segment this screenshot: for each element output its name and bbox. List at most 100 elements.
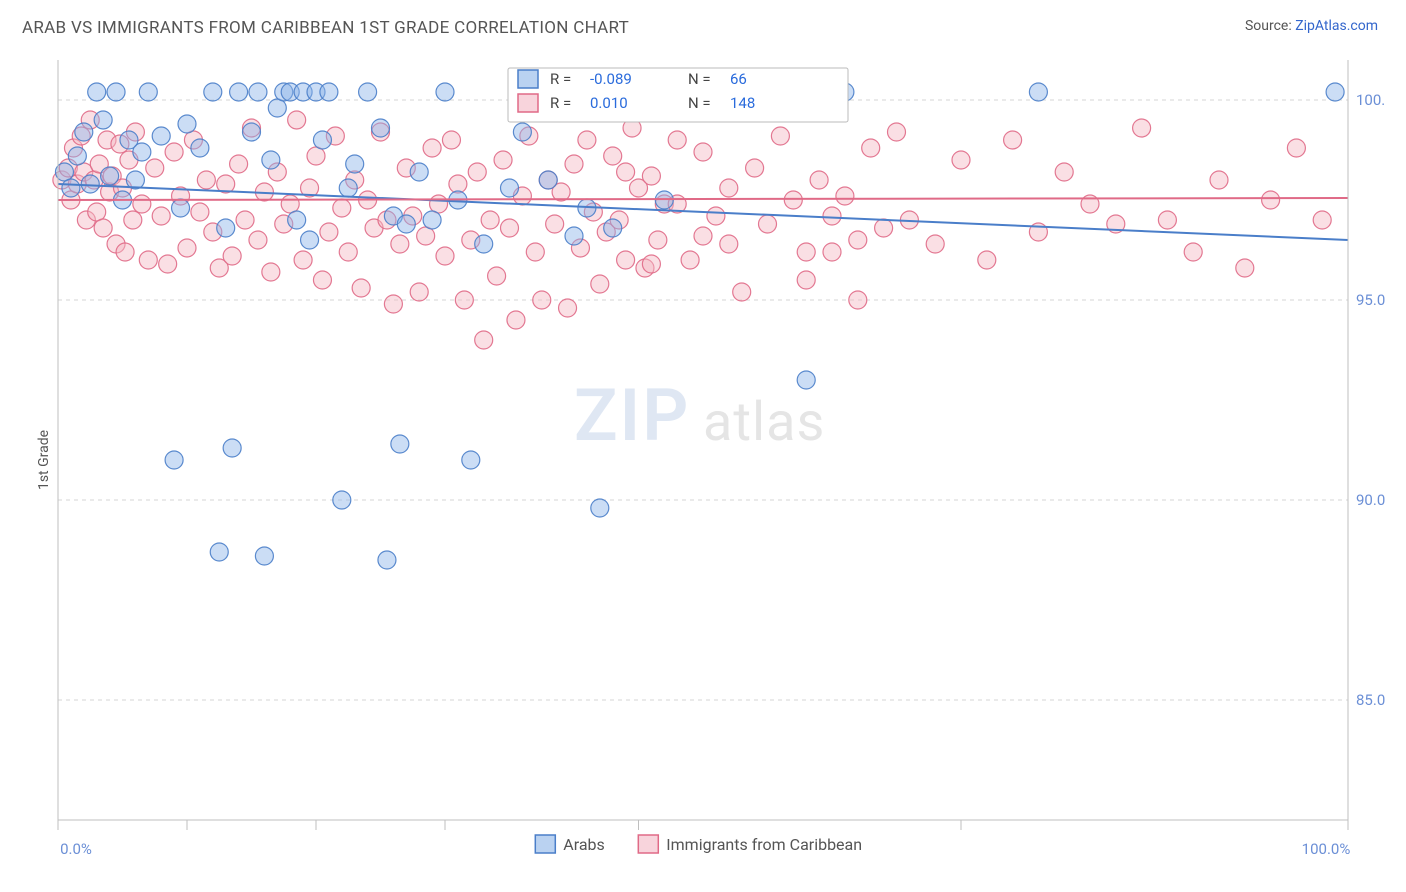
data-point bbox=[107, 83, 125, 101]
data-point bbox=[230, 83, 248, 101]
data-point bbox=[378, 551, 396, 569]
legend-r-value: 0.010 bbox=[590, 94, 628, 112]
data-point bbox=[191, 203, 209, 221]
data-point bbox=[294, 251, 312, 269]
data-point bbox=[165, 143, 183, 161]
data-point bbox=[642, 167, 660, 185]
data-point bbox=[320, 83, 338, 101]
legend-n-label: N = bbox=[688, 70, 711, 88]
legend-swatch bbox=[518, 70, 538, 88]
data-point bbox=[539, 171, 557, 189]
data-point bbox=[449, 175, 467, 193]
data-point bbox=[501, 179, 519, 197]
data-point bbox=[262, 151, 280, 169]
chart-header: ARAB VS IMMIGRANTS FROM CARIBBEAN 1ST GR… bbox=[0, 0, 1406, 38]
data-point bbox=[313, 271, 331, 289]
data-point bbox=[533, 291, 551, 309]
legend-swatch bbox=[535, 835, 555, 853]
legend-n-value: 66 bbox=[730, 70, 747, 88]
data-point bbox=[101, 167, 119, 185]
legend-r-label: R = bbox=[550, 94, 571, 112]
data-point bbox=[339, 179, 357, 197]
source-prefix: Source: bbox=[1245, 18, 1295, 34]
data-point bbox=[88, 203, 106, 221]
data-point bbox=[152, 127, 170, 145]
data-point bbox=[146, 159, 164, 177]
data-point bbox=[1029, 83, 1047, 101]
data-point bbox=[507, 311, 525, 329]
data-point bbox=[410, 163, 428, 181]
source-attribution: Source: ZipAtlas.com bbox=[1245, 18, 1378, 34]
data-point bbox=[204, 83, 222, 101]
data-point bbox=[333, 491, 351, 509]
data-point bbox=[978, 251, 996, 269]
data-point bbox=[617, 251, 635, 269]
data-point bbox=[462, 451, 480, 469]
data-point bbox=[746, 159, 764, 177]
data-point bbox=[591, 499, 609, 517]
data-point bbox=[307, 147, 325, 165]
data-point bbox=[797, 271, 815, 289]
y-tick-label: 95.0% bbox=[1356, 291, 1386, 309]
legend-series-label: Immigrants from Caribbean bbox=[666, 835, 862, 854]
data-point bbox=[94, 219, 112, 237]
data-point bbox=[668, 131, 686, 149]
data-point bbox=[178, 115, 196, 133]
data-point bbox=[191, 139, 209, 157]
data-point bbox=[481, 211, 499, 229]
data-point bbox=[359, 83, 377, 101]
data-point bbox=[475, 235, 493, 253]
chart-container: 1st Grade 85.0%90.0%95.0%100.0%ZIPatlas0… bbox=[20, 50, 1386, 870]
source-link[interactable]: ZipAtlas.com bbox=[1295, 18, 1378, 34]
data-point bbox=[288, 111, 306, 129]
data-point bbox=[81, 175, 99, 193]
data-point bbox=[410, 283, 428, 301]
data-point bbox=[94, 111, 112, 129]
data-point bbox=[771, 127, 789, 145]
data-point bbox=[888, 123, 906, 141]
data-point bbox=[268, 99, 286, 117]
legend-n-value: 148 bbox=[730, 94, 755, 112]
data-point bbox=[124, 211, 142, 229]
data-point bbox=[249, 231, 267, 249]
data-point bbox=[442, 131, 460, 149]
data-point bbox=[133, 143, 151, 161]
data-point bbox=[423, 211, 441, 229]
legend-r-value: -0.089 bbox=[590, 70, 632, 88]
data-point bbox=[333, 199, 351, 217]
trend-line-immigrants-from-caribbean bbox=[58, 198, 1348, 200]
data-point bbox=[165, 451, 183, 469]
data-point bbox=[210, 543, 228, 561]
data-point bbox=[810, 171, 828, 189]
data-point bbox=[849, 291, 867, 309]
data-point bbox=[952, 151, 970, 169]
data-point bbox=[604, 147, 622, 165]
data-point bbox=[468, 163, 486, 181]
legend-swatch bbox=[638, 835, 658, 853]
data-point bbox=[281, 195, 299, 213]
data-point bbox=[559, 299, 577, 317]
data-point bbox=[578, 131, 596, 149]
data-point bbox=[178, 239, 196, 257]
series-legend: ArabsImmigrants from Caribbean bbox=[535, 835, 862, 854]
data-point bbox=[320, 223, 338, 241]
data-point bbox=[436, 83, 454, 101]
data-point bbox=[152, 207, 170, 225]
correlation-legend: R =-0.089N =66R =0.010N =148 bbox=[508, 68, 848, 122]
y-tick-label: 90.0% bbox=[1356, 491, 1386, 509]
data-point bbox=[1055, 163, 1073, 181]
data-point bbox=[1236, 259, 1254, 277]
data-point bbox=[417, 227, 435, 245]
data-point bbox=[75, 123, 93, 141]
data-point bbox=[823, 243, 841, 261]
data-point bbox=[197, 171, 215, 189]
chart-title: ARAB VS IMMIGRANTS FROM CARIBBEAN 1ST GR… bbox=[22, 18, 629, 38]
data-point bbox=[1287, 139, 1305, 157]
data-point bbox=[797, 243, 815, 261]
data-point bbox=[172, 199, 190, 217]
legend-swatch bbox=[518, 94, 538, 112]
data-point bbox=[346, 155, 364, 173]
data-point bbox=[720, 179, 738, 197]
data-point bbox=[797, 371, 815, 389]
y-tick-label: 85.0% bbox=[1356, 691, 1386, 709]
